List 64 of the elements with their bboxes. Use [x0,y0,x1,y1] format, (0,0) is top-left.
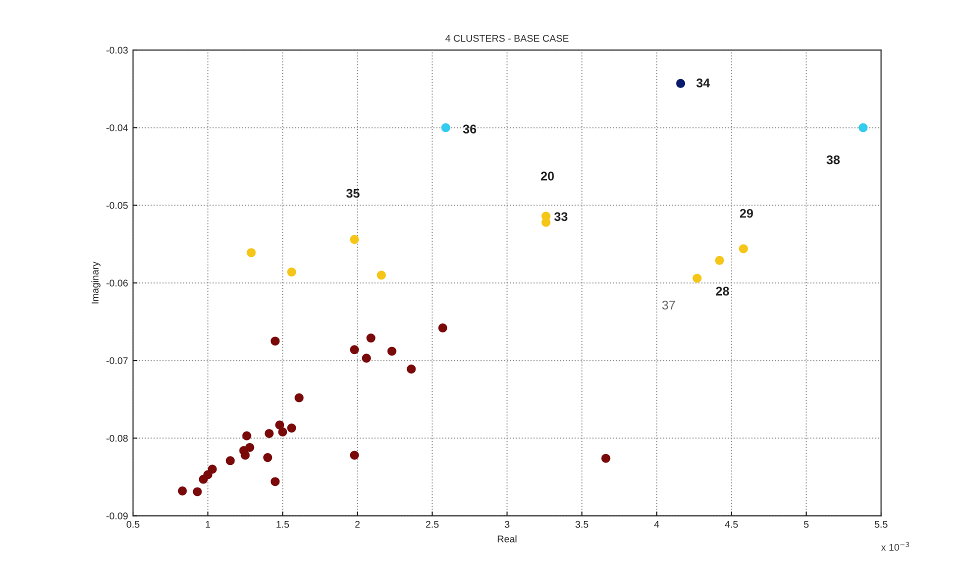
point [714,256,724,265]
point [264,428,274,438]
y-axis-title: Imaginary [91,262,100,304]
point [294,393,304,402]
x-tick-label: 5.5 [874,520,888,528]
x-tick-label: 5 [804,520,809,528]
point [278,427,288,436]
point [601,454,610,463]
text: x 10$^{−3}$ [881,542,910,551]
point [245,442,254,452]
point [692,274,702,283]
x-tick-label: 1.5 [276,520,289,528]
annotation: 33 [554,212,568,222]
point [263,453,272,462]
y-tick-label: -0.08 [106,434,128,442]
x-tick-label: 0.5 [126,520,140,528]
y-tick-label: -0.03 [106,46,128,54]
x-tick-label: 4 [654,520,660,528]
point [287,424,296,433]
annotation: 36 [462,124,476,134]
y-tick-label: -0.09 [106,512,128,520]
point [376,270,386,280]
annotation: 20 [540,172,554,181]
annotation: 29 [740,208,753,218]
y-tick-label: -0.04 [106,124,128,132]
point [350,234,359,244]
x-tick-label: 3.5 [575,520,588,528]
annotation: 28 [716,286,730,296]
point [438,323,448,332]
point [676,78,686,88]
annotation: 38 [826,155,840,164]
point [226,456,235,466]
point [178,486,187,496]
point [270,477,280,486]
point [350,345,359,354]
point [406,364,416,374]
point [287,268,296,277]
point [350,450,359,460]
x-tick-label: 2.5 [426,520,439,528]
point [858,123,868,132]
point [192,487,202,496]
y-tick-label: -0.05 [106,202,128,209]
point [387,346,396,356]
point [441,123,450,132]
annotation: 34 [696,78,710,88]
y-tick-label: -0.07 [106,357,128,364]
annotation: 35 [346,188,360,198]
x-tick-label: 1 [206,520,210,528]
point [362,354,371,363]
point [275,420,284,430]
point [208,464,217,474]
point [240,450,250,460]
point [246,248,256,258]
x-axis-title: Real [498,535,516,542]
x-tick-label: 3 [504,520,510,528]
chart-title: 4 CLUSTERS - BASE CASE [445,34,569,42]
point [270,336,280,346]
point [738,244,748,254]
y-tick-label: -0.06 [106,280,128,287]
point [242,431,252,440]
point [366,333,376,343]
annotation: 37 [662,300,675,310]
x-tick-label: 4.5 [724,520,738,528]
x-tick-label: 2 [355,520,360,528]
